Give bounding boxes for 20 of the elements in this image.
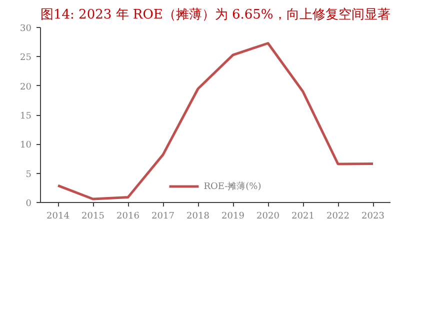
y-tick-label: 15 bbox=[20, 112, 32, 122]
x-tick-label: 2017 bbox=[152, 212, 175, 222]
y-tick-label: 20 bbox=[20, 82, 32, 92]
y-tick-label: 30 bbox=[20, 24, 32, 34]
x-tick-label: 2021 bbox=[292, 212, 314, 222]
y-tick-label: 25 bbox=[20, 53, 32, 64]
x-tick-label: 2014 bbox=[46, 212, 70, 222]
y-tick-label: 0 bbox=[26, 199, 32, 209]
x-tick-label: 2022 bbox=[326, 212, 350, 222]
y-tick-label: 10 bbox=[20, 140, 32, 151]
y-tick-label: 5 bbox=[26, 170, 32, 180]
x-tick-label: 2016 bbox=[116, 212, 140, 222]
x-tick-label: 2023 bbox=[362, 212, 385, 222]
x-tick-label: 2018 bbox=[186, 212, 210, 222]
x-tick-label: 2015 bbox=[82, 212, 105, 222]
legend-label: ROE-摊薄(%) bbox=[204, 180, 262, 192]
chart-title: 图14: 2023 年 ROE（摊薄）为 6.65%，向上修复空间显著 bbox=[40, 8, 390, 22]
line-series bbox=[56, 42, 374, 200]
x-tick-label: 2019 bbox=[222, 212, 245, 222]
x-tick-label: 2020 bbox=[256, 212, 280, 222]
